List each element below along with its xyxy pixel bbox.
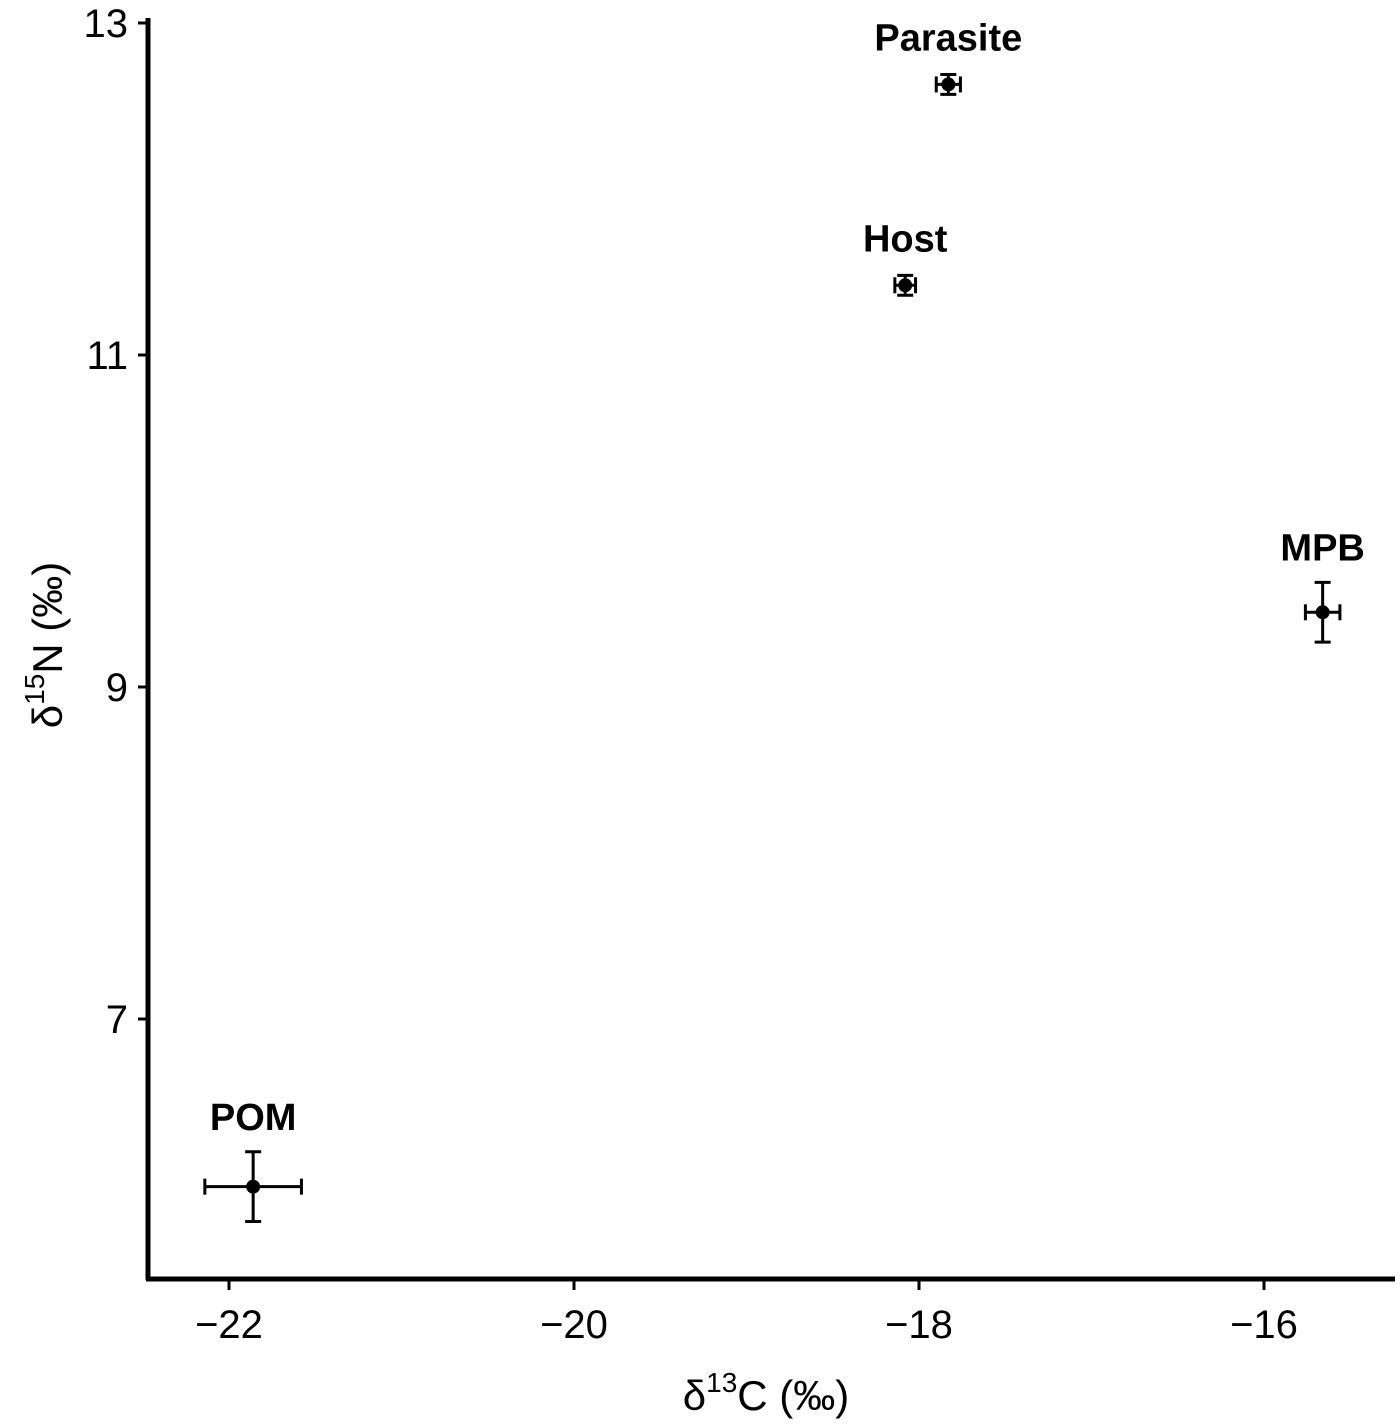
point-label: MPB <box>1280 527 1364 569</box>
axes: 7 9 11 13 −22 −20 −18 −16 <box>84 2 1395 1347</box>
x-tick-label: −22 <box>195 1303 263 1347</box>
point-label: Host <box>863 218 948 260</box>
data-point-parasite: Parasite <box>874 17 1022 96</box>
y-axis-title: δ15N (‰) <box>19 562 71 729</box>
x-tick-label: −18 <box>885 1303 953 1347</box>
point-marker <box>246 1179 261 1194</box>
point-marker <box>1315 605 1330 620</box>
data-points: Parasite Host MPB POM <box>203 17 1365 1224</box>
point-marker <box>898 278 913 293</box>
point-label: Parasite <box>874 17 1022 59</box>
data-point-pom: POM <box>203 1097 303 1224</box>
data-point-mpb: MPB <box>1280 527 1365 644</box>
x-axis-ticks: −22 −20 −18 −16 <box>195 1279 1298 1347</box>
point-marker <box>941 77 956 92</box>
data-point-host: Host <box>863 218 948 297</box>
x-axis-title: δ13C (‰) <box>683 1367 850 1419</box>
point-label: POM <box>210 1097 297 1139</box>
x-tick-label: −20 <box>540 1303 608 1347</box>
y-tick-label: 11 <box>86 334 128 378</box>
x-tick-label: −16 <box>1230 1303 1298 1347</box>
y-tick-label: 13 <box>84 2 129 46</box>
y-tick-label: 7 <box>106 998 128 1042</box>
y-tick-label: 9 <box>106 666 128 710</box>
y-axis-ticks: 7 9 11 13 <box>84 2 148 1042</box>
